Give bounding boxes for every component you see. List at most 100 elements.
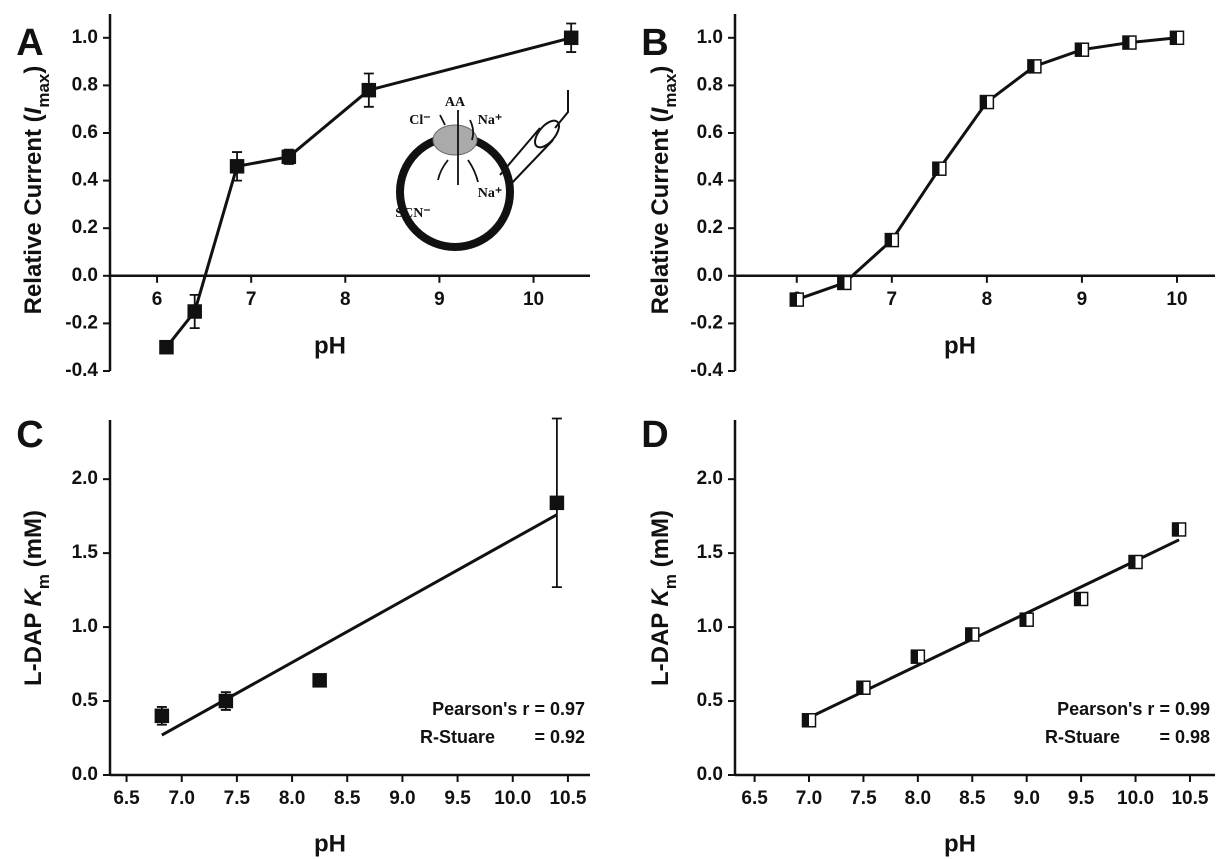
annotation: R-Stuare [420, 727, 495, 747]
y-axis-label-part: Relative Current ( [20, 114, 47, 314]
x-tick-label: 8.0 [905, 788, 931, 809]
y-tick-label: 0.2 [72, 217, 98, 238]
inset-label: AA [445, 95, 466, 110]
x-tick-label: 10.5 [1171, 788, 1208, 809]
annotation: = 0.92 [534, 727, 585, 747]
y-axis-label-part: K [647, 587, 674, 606]
marker [1074, 42, 1090, 57]
y-axis-label-part: ) [20, 66, 47, 74]
annotation: Pearson's r = 0.99 [1057, 699, 1210, 719]
marker [932, 161, 947, 176]
marker [187, 304, 202, 319]
annotation: = 0.98 [1159, 727, 1210, 747]
marker [154, 708, 170, 724]
marker [563, 30, 579, 46]
x-tick-label: 9.5 [1068, 788, 1095, 809]
x-tick-label: 8.5 [959, 788, 986, 809]
marker [884, 232, 900, 248]
y-tick-label: 2.0 [697, 468, 723, 489]
marker [1027, 59, 1042, 74]
x-axis-label: pH [944, 332, 976, 359]
x-tick-label: 7.0 [169, 788, 195, 809]
y-tick-label: 1.0 [72, 27, 98, 48]
y-tick-label: 0.8 [72, 74, 98, 95]
y-tick-label: 0.6 [697, 122, 723, 143]
y-tick-label: 0.0 [697, 265, 723, 286]
inset-label: Na⁺ [478, 113, 503, 128]
x-tick-label: 8.5 [334, 788, 361, 809]
panel-label: C [16, 414, 43, 456]
y-tick-label: 0.5 [697, 690, 724, 711]
panel-label: D [641, 414, 668, 456]
x-axis-label: pH [944, 830, 976, 857]
x-tick-label: 7.5 [224, 788, 251, 809]
marker [801, 713, 817, 728]
marker [979, 94, 995, 110]
x-axis-label: pH [314, 830, 346, 857]
y-axis-label-part: (mM) [20, 510, 47, 574]
marker [856, 680, 871, 695]
panel-label: A [16, 22, 43, 64]
annotation: Pearson's r = 0.97 [432, 699, 585, 719]
y-tick-label: 1.0 [697, 27, 723, 48]
inset-label: Na⁺ [478, 186, 503, 201]
y-axis-label: Relative Current (Imax) [647, 66, 680, 315]
y-tick-label: 0.4 [72, 170, 99, 191]
marker [1019, 612, 1034, 627]
y-axis-label-part: I [647, 106, 674, 114]
y-tick-label: 1.5 [72, 542, 99, 563]
x-tick-label: 10 [1166, 289, 1187, 310]
marker [1073, 591, 1089, 607]
marker [910, 649, 926, 664]
x-tick-label: 7 [887, 289, 898, 310]
y-tick-label: 0.8 [697, 74, 723, 95]
x-axis-label: pH [314, 332, 346, 359]
marker [965, 627, 980, 642]
marker [1169, 30, 1185, 46]
y-axis-label-part: max [661, 73, 680, 108]
y-tick-label: -0.4 [65, 360, 98, 381]
y-tick-label: 1.0 [72, 616, 98, 637]
marker [281, 149, 297, 165]
x-tick-label: 6.5 [741, 788, 768, 809]
x-tick-label: 10.0 [494, 788, 531, 809]
y-tick-label: 0.0 [697, 764, 723, 785]
x-tick-label: 9.5 [444, 788, 471, 809]
x-tick-label: 7.0 [796, 788, 822, 809]
y-tick-label: 0.2 [697, 217, 723, 238]
y-axis-label-part: m [34, 574, 53, 589]
x-tick-label: 6 [152, 289, 163, 310]
inset-label: Cl⁻ [409, 113, 430, 128]
data-line [796, 36, 1178, 302]
y-tick-label: 0.0 [72, 764, 98, 785]
x-tick-label: 7 [246, 289, 257, 310]
marker [361, 82, 377, 98]
x-tick-label: 8 [340, 289, 351, 310]
y-axis-label-part: m [661, 574, 680, 589]
y-axis-label-part: Relative Current ( [647, 114, 674, 314]
y-tick-label: 0.5 [72, 690, 99, 711]
marker [229, 159, 245, 174]
x-tick-label: 10.0 [1117, 788, 1154, 809]
panel-label: B [641, 22, 668, 64]
y-tick-label: 2.0 [72, 468, 98, 489]
marker [789, 292, 805, 307]
y-tick-label: 0.6 [72, 122, 98, 143]
marker [218, 693, 234, 709]
y-axis-label-part: (mM) [647, 510, 674, 574]
y-axis-label: Relative Current (Imax) [20, 66, 53, 315]
y-axis-label-part: L-DAP [647, 606, 674, 686]
y-tick-label: 0.0 [72, 265, 98, 286]
marker [1171, 522, 1187, 537]
y-axis-label-part: ) [647, 66, 674, 74]
x-tick-label: 8 [982, 289, 993, 310]
y-axis-label-part: K [20, 587, 47, 606]
annotation: R-Stuare [1045, 727, 1120, 747]
y-axis-label: L-DAP Km (mM) [20, 510, 53, 686]
y-tick-label: 1.5 [697, 542, 724, 563]
y-axis-label-part: max [34, 73, 53, 108]
y-tick-label: -0.2 [65, 312, 98, 333]
marker [1122, 35, 1137, 50]
y-tick-label: -0.2 [690, 312, 723, 333]
